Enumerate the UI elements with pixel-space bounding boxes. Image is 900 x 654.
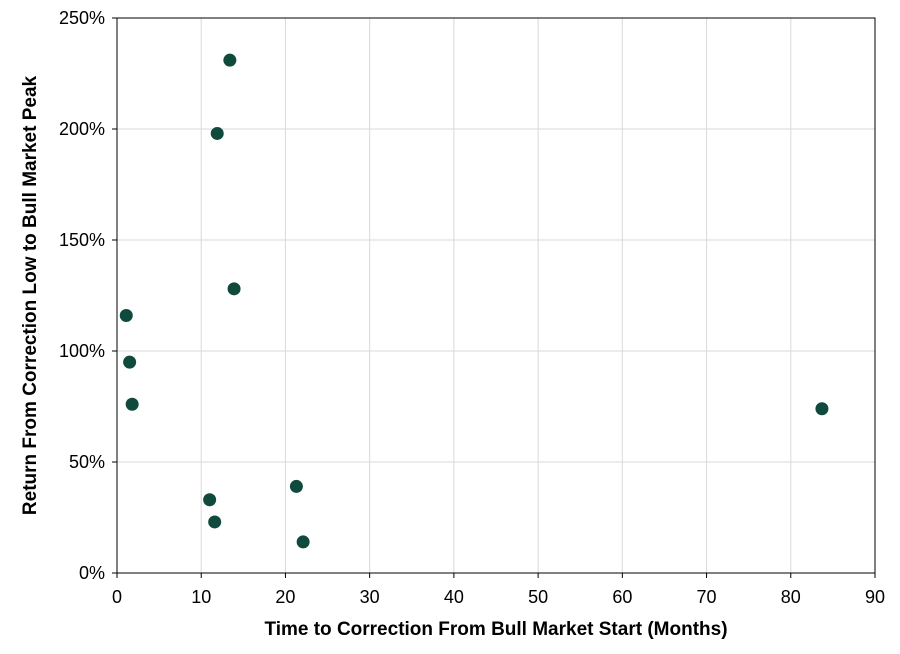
- y-axis-title: Return From Correction Low to Bull Marke…: [20, 75, 41, 515]
- x-tick-label-4: 40: [444, 587, 464, 607]
- data-points: [119, 53, 829, 549]
- data-point-9: [296, 535, 310, 549]
- axes: 0 10 20 30 40 50 60 70 80 90 0% 50% 100% 150% 200% 250%: [59, 8, 885, 607]
- data-point-5: [210, 126, 224, 140]
- data-point-8: [289, 479, 303, 493]
- data-point-6: [223, 53, 237, 67]
- x-tick-label-2: 20: [275, 587, 295, 607]
- data-point-7: [227, 282, 241, 296]
- plot-area-border: [116, 17, 876, 574]
- x-tick-label-6: 60: [612, 587, 632, 607]
- y-tick-label-5: 250%: [59, 8, 105, 28]
- y-tick-label-3: 150%: [59, 230, 105, 250]
- x-tick-label-0: 0: [112, 587, 122, 607]
- data-point-1: [123, 355, 137, 369]
- grid-lines: [117, 18, 875, 573]
- data-point-10: [815, 402, 829, 416]
- x-tick-label-8: 80: [781, 587, 801, 607]
- y-tick-label-1: 50%: [69, 452, 105, 472]
- x-tick-label-7: 70: [697, 587, 717, 607]
- x-tick-label-3: 30: [360, 587, 380, 607]
- x-tick-label-1: 10: [191, 587, 211, 607]
- data-point-4: [208, 515, 222, 529]
- y-tick-label-2: 100%: [59, 341, 105, 361]
- x-tick-label-9: 90: [865, 587, 885, 607]
- data-point-2: [125, 397, 139, 411]
- x-axis-title: Time to Correction From Bull Market Star…: [264, 619, 727, 640]
- data-point-3: [203, 493, 217, 507]
- data-point-0: [119, 308, 133, 322]
- y-tick-label-0: 0%: [79, 563, 105, 583]
- x-tick-label-5: 50: [528, 587, 548, 607]
- y-tick-label-4: 200%: [59, 119, 105, 139]
